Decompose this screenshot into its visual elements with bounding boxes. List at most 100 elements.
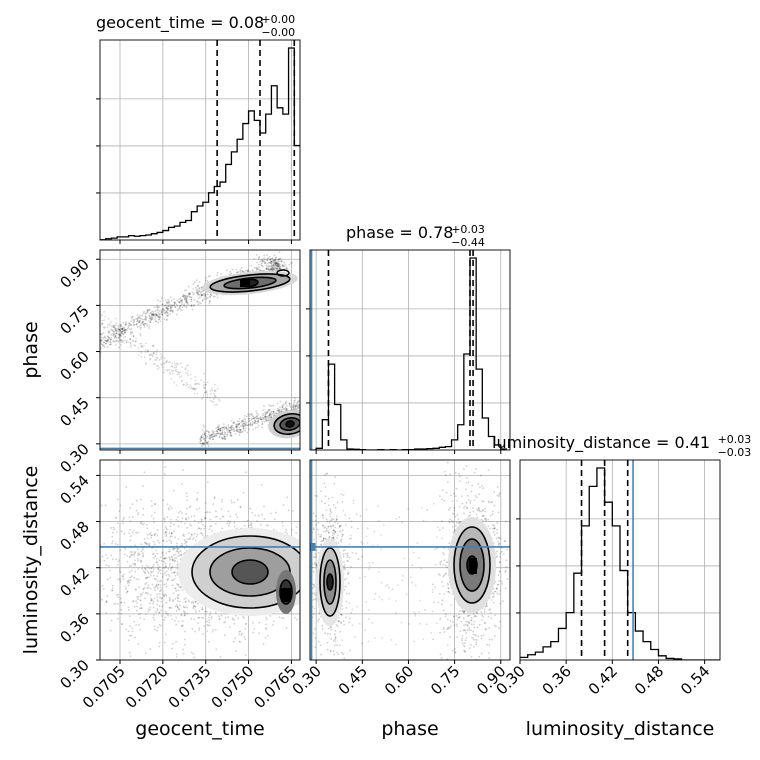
- sample-point: [165, 552, 168, 555]
- sample-point: [150, 313, 153, 316]
- sample-point: [171, 572, 173, 574]
- sample-point: [177, 584, 180, 586]
- sample-point: [170, 567, 172, 570]
- sample-point: [161, 303, 164, 306]
- sample-point: [201, 442, 204, 445]
- sample-point: [262, 412, 265, 415]
- sample-point: [197, 622, 199, 625]
- sample-point: [144, 541, 147, 544]
- sample-point: [109, 343, 112, 346]
- sample-point: [146, 311, 148, 313]
- sample-point: [137, 511, 140, 514]
- sample-point: [95, 627, 97, 629]
- sample-point: [156, 580, 159, 583]
- sample-point: [296, 400, 299, 403]
- sample-point: [191, 538, 194, 541]
- sample-point: [197, 292, 199, 295]
- sample-point: [161, 363, 164, 366]
- sample-point: [173, 301, 176, 303]
- sample-point: [134, 544, 137, 547]
- sample-point: [155, 313, 158, 316]
- sample-point: [251, 423, 254, 426]
- sample-point: [228, 430, 231, 432]
- sample-point: [257, 421, 260, 424]
- sample-point: [174, 369, 177, 372]
- sample-point: [341, 651, 344, 654]
- sample-point: [102, 344, 105, 346]
- sample-point: [308, 558, 310, 560]
- sample-point: [122, 578, 125, 581]
- sample-point: [261, 260, 263, 262]
- sample-point: [153, 306, 155, 309]
- sample-point: [228, 625, 231, 628]
- sample-point: [291, 406, 294, 408]
- sample-point: [212, 435, 215, 438]
- sample-point: [261, 422, 264, 425]
- sample-point: [211, 530, 213, 532]
- sample-point: [267, 261, 270, 264]
- sample-point: [130, 327, 133, 330]
- sample-point: [169, 562, 171, 565]
- sample-point: [128, 516, 131, 519]
- sample-point: [169, 505, 171, 508]
- sample-point: [327, 525, 330, 528]
- sample-point: [276, 268, 279, 271]
- sample-point: [177, 511, 180, 514]
- sample-point: [179, 308, 182, 311]
- sample-point: [135, 600, 137, 603]
- sample-point: [238, 422, 241, 425]
- sample-point: [261, 423, 264, 426]
- sample-point: [158, 565, 161, 568]
- sample-point: [174, 364, 177, 367]
- sample-point: [229, 430, 231, 432]
- sample-point: [140, 342, 143, 345]
- sample-point: [453, 513, 456, 515]
- sample-point: [498, 580, 501, 583]
- sample-point: [184, 630, 186, 633]
- sample-point: [183, 304, 186, 307]
- sample-point: [266, 634, 269, 637]
- sample-point: [112, 334, 115, 337]
- sample-point: [119, 333, 121, 336]
- sample-point: [262, 416, 265, 419]
- sample-point: [114, 344, 117, 346]
- density-fill: [232, 560, 268, 584]
- sample-point: [270, 261, 272, 263]
- sample-point: [330, 638, 333, 640]
- sample-point: [220, 427, 222, 430]
- sample-point: [170, 555, 173, 558]
- sample-point: [302, 574, 304, 576]
- sample-point: [341, 535, 343, 538]
- sample-point: [151, 355, 154, 358]
- sample-point: [272, 266, 275, 268]
- sample-point: [103, 319, 106, 322]
- sample-point: [303, 609, 305, 611]
- sample-point: [112, 324, 115, 327]
- sample-point: [139, 599, 142, 602]
- sample-point: [177, 520, 180, 523]
- sample-point: [223, 435, 226, 438]
- sample-point: [227, 520, 230, 522]
- sample-point: [177, 608, 180, 610]
- sample-point: [156, 585, 159, 588]
- sample-point: [261, 514, 264, 516]
- sample-point: [159, 584, 162, 586]
- sample-point: [321, 514, 324, 516]
- sample-point: [152, 600, 155, 603]
- sample-point: [242, 425, 245, 428]
- sample-point: [127, 327, 129, 330]
- sample-point: [165, 534, 168, 537]
- sample-point: [144, 577, 147, 580]
- sample-point: [157, 299, 160, 302]
- sample-point: [231, 268, 234, 271]
- sample-point: [114, 517, 117, 519]
- sample-point: [163, 560, 165, 563]
- sample-point: [128, 556, 131, 558]
- sample-point: [148, 315, 151, 318]
- sample-point: [236, 425, 238, 428]
- sample-point: [199, 302, 202, 305]
- sample-point: [150, 534, 153, 537]
- sample-point: [164, 593, 167, 596]
- sample-point: [201, 442, 204, 445]
- sample-point: [241, 419, 244, 422]
